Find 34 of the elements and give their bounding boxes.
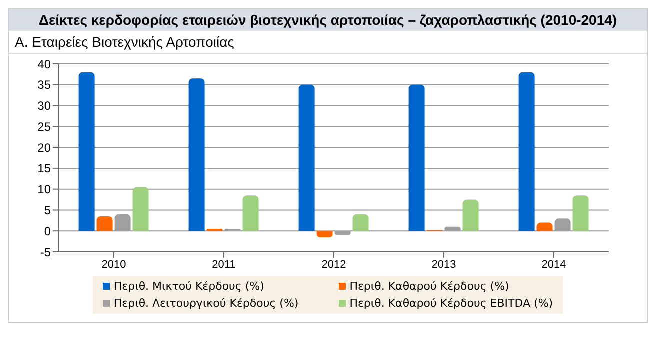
legend-label: Περιθ. Καθαρού Κέρδους (%) [350,280,510,293]
y-tick-label: 30 [38,99,52,114]
y-tick-label: 40 [38,57,52,72]
x-tick-label: 2011 [212,258,236,271]
chart-title: Δείκτες κερδοφορίας εταιρειών βιοτεχνικής αρτοποιίας – ζαχαροπλαστικής (2010-2014) [9,9,647,31]
y-tick-label: 35 [38,78,52,92]
y-tick-label: 25 [38,120,52,134]
bar [132,187,149,232]
y-tick-label: 10 [38,182,52,197]
bar [96,216,113,232]
bar [298,84,315,232]
legend-label: Περιθ. Λειτουργικού Κέρδους (%) [114,297,299,310]
x-tick-label: 2012 [322,258,346,271]
y-tick-label: 20 [38,140,52,155]
bar [316,231,333,238]
bar [78,72,95,232]
bar [352,214,369,232]
y-tick-label: 0 [44,224,52,238]
bar [408,84,425,232]
bar [518,72,535,232]
chart-subtitle: Α. Εταιρείες Βιοτεχνικής Αρτοποιίας [9,31,647,54]
legend-label: Περιθ. Καθαρού Κέρδους EBITDA (%) [350,297,554,310]
bar [572,196,589,232]
y-tick-label: -5 [40,245,52,260]
x-tick-label: 2013 [432,258,456,271]
legend-label: Περιθ. Μικτού Κέρδους (%) [114,280,264,293]
x-tick-label: 2010 [102,258,126,271]
bar [536,222,553,232]
bar [242,196,259,232]
y-tick-label: 15 [38,162,52,176]
y-tick-label: 5 [44,203,52,218]
bar [462,200,479,232]
bar [188,78,205,232]
x-tick-label: 2014 [542,258,566,271]
